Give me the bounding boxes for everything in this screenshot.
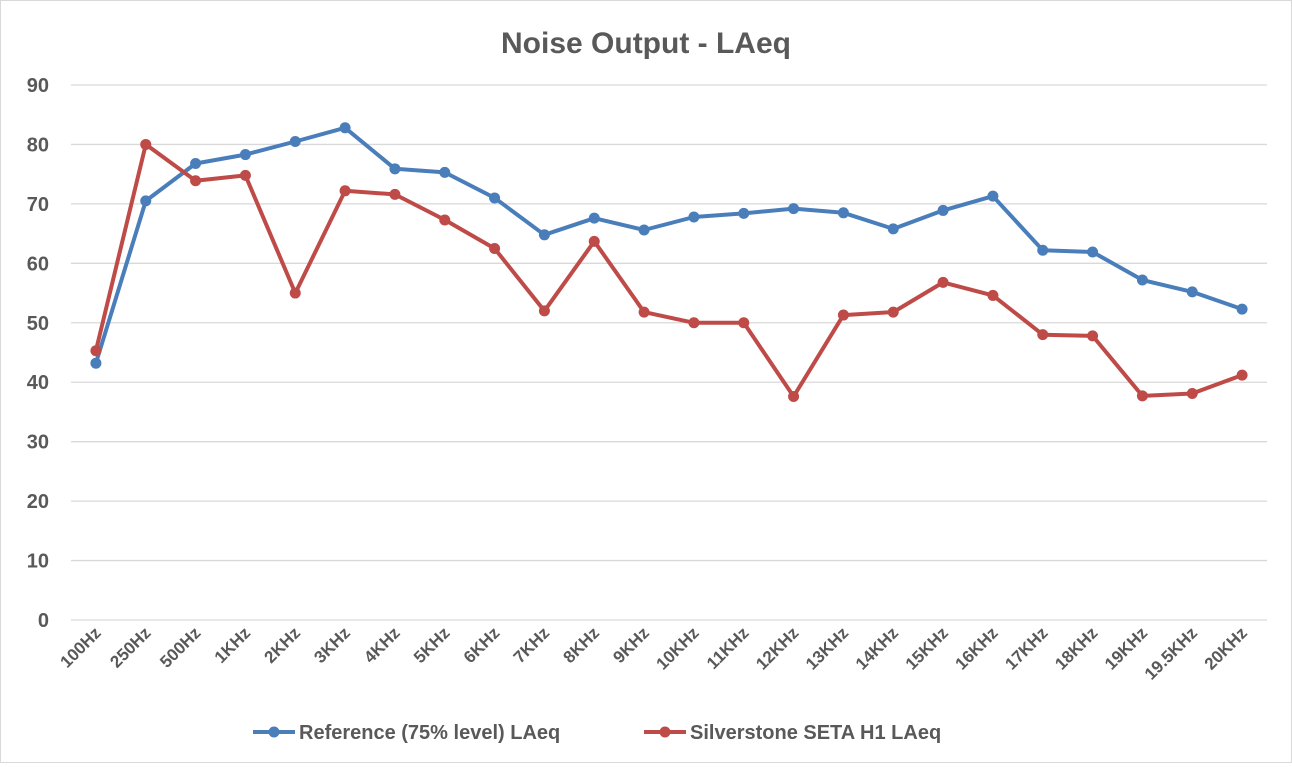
legend: Reference (75% level) LAeq Silverstone SE…: [253, 722, 941, 744]
legend-item: Reference (75% level) LAeq: [253, 722, 560, 744]
series-2: [90, 138, 1248, 402]
data-point: [140, 195, 152, 207]
data-point: [937, 276, 949, 288]
data-point: [489, 242, 501, 254]
data-point: [588, 212, 600, 224]
y-tick-label: 50: [27, 313, 49, 335]
data-point: [339, 185, 351, 197]
x-tick-label: 15KHz: [902, 623, 952, 673]
x-tick-label: 19.5KHz: [1141, 623, 1201, 683]
x-tick-label: 9KHz: [609, 623, 652, 666]
y-tick-label: 60: [27, 253, 49, 275]
data-point: [439, 166, 451, 178]
y-tick-label: 10: [27, 551, 49, 573]
data-point: [239, 169, 251, 181]
x-tick-label: 6KHz: [460, 623, 503, 666]
x-tick-label: 12KHz: [752, 623, 802, 673]
data-point: [289, 287, 301, 299]
x-tick-label: 4KHz: [360, 623, 403, 666]
data-point: [887, 306, 899, 318]
x-tick-label: 14KHz: [852, 623, 902, 673]
data-point: [588, 235, 600, 247]
plot-area: [90, 122, 1248, 402]
data-point: [1236, 303, 1248, 315]
data-point: [837, 207, 849, 219]
data-point: [1037, 329, 1049, 341]
x-tick-label: 13KHz: [802, 623, 852, 673]
legend-swatch-marker: [268, 726, 280, 738]
y-tick-label: 30: [27, 432, 49, 454]
data-point: [90, 345, 102, 357]
data-point: [1037, 244, 1049, 256]
y-tick-label: 70: [27, 194, 49, 216]
y-axis: 0 10 20 30 40 50 60 70 80 90: [27, 75, 49, 632]
data-point: [688, 211, 700, 223]
data-point: [837, 309, 849, 321]
x-tick-label: 17KHz: [1001, 623, 1051, 673]
data-point: [788, 203, 800, 215]
x-axis: 100Hz 250Hz 500Hz 1KHz 2KHz 3KHz 4KHz 5KHz 6KHz 7…: [57, 623, 1251, 683]
y-tick-label: 20: [27, 491, 49, 513]
data-point: [389, 188, 401, 200]
data-point: [1087, 330, 1099, 342]
y-tick-label: 90: [27, 75, 49, 97]
data-point: [489, 192, 501, 204]
data-point: [1236, 369, 1248, 381]
x-tick-label: 11KHz: [703, 623, 753, 673]
data-point: [140, 138, 152, 150]
data-point: [190, 157, 202, 169]
x-tick-label: 16KHz: [952, 623, 1002, 673]
legend-item: Silverstone SETA H1 LAeq: [644, 722, 941, 744]
x-tick-label: 500Hz: [156, 623, 204, 671]
legend-label: Reference (75% level) LAeq: [299, 722, 560, 744]
data-point: [887, 223, 899, 235]
data-point: [738, 317, 750, 329]
legend-label: Silverstone SETA H1 LAeq: [690, 722, 941, 744]
data-point: [239, 149, 251, 161]
series-line: [93, 125, 1245, 366]
x-tick-label: 5KHz: [410, 623, 453, 666]
data-point: [1087, 246, 1099, 258]
legend-swatch-marker: [659, 726, 671, 738]
data-point: [439, 214, 451, 226]
data-point: [1136, 274, 1148, 286]
data-point: [738, 207, 750, 219]
gridlines: [71, 84, 1267, 621]
data-point: [190, 175, 202, 187]
data-point: [389, 163, 401, 175]
x-tick-label: 10KHz: [653, 623, 703, 673]
data-point: [289, 135, 301, 147]
chart-title: Noise Output - LAeq: [501, 27, 791, 60]
data-point: [1186, 388, 1198, 400]
series-1: [90, 122, 1248, 369]
data-point: [638, 306, 650, 318]
x-tick-label: 250Hz: [106, 623, 154, 671]
data-point: [90, 357, 102, 369]
x-tick-label: 20KHz: [1201, 623, 1251, 673]
x-tick-label: 2KHz: [261, 623, 304, 666]
data-point: [538, 305, 550, 317]
x-tick-label: 1KHz: [211, 623, 254, 666]
x-tick-label: 7KHz: [510, 623, 553, 666]
data-point: [688, 317, 700, 329]
y-tick-label: 0: [38, 610, 49, 632]
y-tick-label: 40: [27, 372, 49, 394]
x-tick-label: 18KHz: [1051, 623, 1101, 673]
data-point: [937, 204, 949, 216]
data-point: [538, 229, 550, 241]
y-tick-label: 80: [27, 134, 49, 156]
x-tick-label: 8KHz: [560, 623, 603, 666]
x-tick-label: 3KHz: [310, 623, 353, 666]
data-point: [987, 289, 999, 301]
x-tick-label: 100Hz: [57, 623, 105, 671]
series-line: [93, 142, 1245, 399]
data-point: [987, 190, 999, 202]
data-point: [788, 390, 800, 402]
data-point: [1136, 390, 1148, 402]
data-point: [339, 122, 351, 134]
data-point: [638, 224, 650, 236]
data-point: [1186, 286, 1198, 298]
